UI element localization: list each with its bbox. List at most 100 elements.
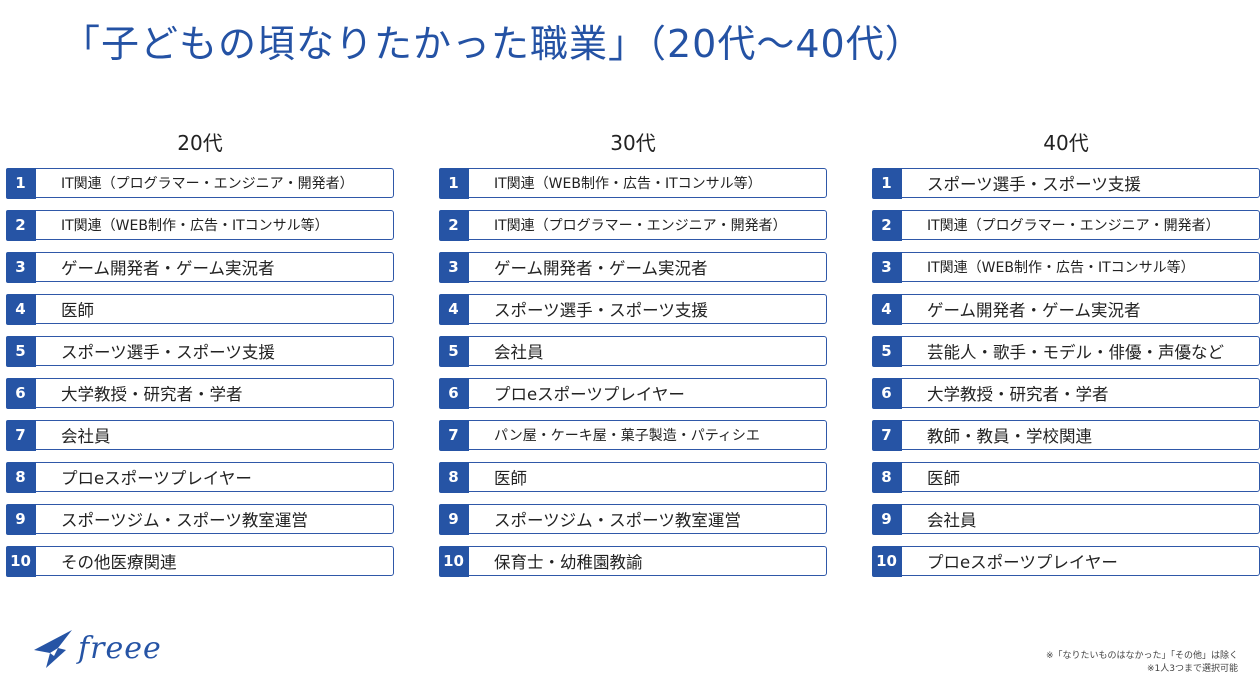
rank-number-badge: 5 bbox=[5, 335, 36, 367]
rank-label: IT関連（プログラマー・エンジニア・開発者） bbox=[494, 218, 787, 234]
footnote-2: ※1人3つまで選択可能 bbox=[1147, 664, 1238, 674]
rank-number-badge: 4 bbox=[438, 293, 469, 325]
rank-label: その他医療関連 bbox=[61, 553, 177, 572]
rank-label: ゲーム開発者・ゲーム実況者 bbox=[927, 301, 1141, 320]
rank-number-badge: 3 bbox=[5, 251, 36, 283]
rank-row: 9 会社員 bbox=[871, 503, 1260, 535]
rank-row: 10 プロeスポーツプレイヤー bbox=[871, 545, 1260, 577]
rank-number-badge: 4 bbox=[871, 293, 902, 325]
rank-label: 大学教授・研究者・学者 bbox=[927, 385, 1109, 404]
rank-row: 8 医師 bbox=[871, 461, 1260, 493]
column-heading: 20代 bbox=[177, 131, 223, 155]
rank-row: 4 スポーツ選手・スポーツ支援 bbox=[438, 293, 827, 325]
rank-label: ゲーム開発者・ゲーム実況者 bbox=[494, 259, 708, 278]
ranking-column: 20代 1 IT関連（プログラマー・エンジニア・開発者） 2 IT関連（WEB制作・広告… bbox=[5, 128, 394, 588]
rank-row: 10 保育士・幼稚園教諭 bbox=[438, 545, 827, 577]
rank-number-badge: 7 bbox=[871, 419, 902, 451]
rank-number-badge: 1 bbox=[871, 167, 902, 199]
rank-label: スポーツジム・スポーツ教室運営 bbox=[494, 511, 741, 530]
rank-number-badge: 7 bbox=[438, 419, 469, 451]
rank-row: 3 ゲーム開発者・ゲーム実況者 bbox=[438, 251, 827, 283]
rank-row: 7 会社員 bbox=[5, 419, 394, 451]
ranking-column: 30代 1 IT関連（WEB制作・広告・ITコンサル等） 2 IT関連（プログラマー・エ… bbox=[438, 128, 827, 588]
rank-label: 芸能人・歌手・モデル・俳優・声優など bbox=[927, 343, 1224, 362]
rank-label: 医師 bbox=[927, 469, 960, 488]
rank-label: IT関連（WEB制作・広告・ITコンサル等） bbox=[61, 218, 329, 234]
rank-number-badge: 4 bbox=[5, 293, 36, 325]
rank-row: 1 IT関連（プログラマー・エンジニア・開発者） bbox=[5, 167, 394, 199]
rank-label: パン屋・ケーキ屋・菓子製造・パティシエ bbox=[494, 428, 760, 444]
rank-label: プロeスポーツプレイヤー bbox=[61, 469, 252, 488]
rank-number-badge: 10 bbox=[5, 545, 36, 577]
rank-label: スポーツ選手・スポーツ支援 bbox=[927, 175, 1141, 194]
rank-number-badge: 8 bbox=[5, 461, 36, 493]
rank-label: 会社員 bbox=[61, 427, 111, 446]
rank-row: 6 プロeスポーツプレイヤー bbox=[438, 377, 827, 409]
rank-label: 保育士・幼稚園教諭 bbox=[494, 553, 643, 572]
rank-row: 2 IT関連（プログラマー・エンジニア・開発者） bbox=[871, 209, 1260, 241]
rank-row: 4 医師 bbox=[5, 293, 394, 325]
freee-bird-logo-icon bbox=[34, 630, 72, 668]
rank-label: 教師・教員・学校関連 bbox=[927, 427, 1092, 446]
rank-label: IT関連（WEB制作・広告・ITコンサル等） bbox=[927, 260, 1195, 276]
rank-row: 1 スポーツ選手・スポーツ支援 bbox=[871, 167, 1260, 199]
rank-label: プロeスポーツプレイヤー bbox=[494, 385, 685, 404]
page-title: 「子どもの頃なりたかった職業」（20代～40代） bbox=[62, 22, 924, 66]
rank-row: 5 会社員 bbox=[438, 335, 827, 367]
rank-row: 3 IT関連（WEB制作・広告・ITコンサル等） bbox=[871, 251, 1260, 283]
rank-number-badge: 1 bbox=[5, 167, 36, 199]
rank-number-badge: 8 bbox=[871, 461, 902, 493]
rank-row: 4 ゲーム開発者・ゲーム実況者 bbox=[871, 293, 1260, 325]
rank-label: 医師 bbox=[494, 469, 527, 488]
rank-row: 5 スポーツ選手・スポーツ支援 bbox=[5, 335, 394, 367]
rank-number-badge: 9 bbox=[871, 503, 902, 535]
freee-logo: freee bbox=[32, 626, 162, 670]
rank-row: 8 医師 bbox=[438, 461, 827, 493]
rank-number-badge: 9 bbox=[5, 503, 36, 535]
rank-number-badge: 6 bbox=[871, 377, 902, 409]
rank-label: スポーツジム・スポーツ教室運営 bbox=[61, 511, 308, 530]
rank-label: 会社員 bbox=[494, 343, 544, 362]
rank-label: スポーツ選手・スポーツ支援 bbox=[494, 301, 708, 320]
rank-label: 会社員 bbox=[927, 511, 977, 530]
rank-row: 7 教師・教員・学校関連 bbox=[871, 419, 1260, 451]
rank-number-badge: 5 bbox=[871, 335, 902, 367]
column-heading: 40代 bbox=[1043, 131, 1089, 155]
rank-label: プロeスポーツプレイヤー bbox=[927, 553, 1118, 572]
footnote-1: ※「なりたいものはなかった」「その他」は除く bbox=[1045, 651, 1238, 661]
logo-text: freee bbox=[78, 630, 162, 666]
rank-number-badge: 10 bbox=[871, 545, 902, 577]
rank-row: 3 ゲーム開発者・ゲーム実況者 bbox=[5, 251, 394, 283]
rank-label: スポーツ選手・スポーツ支援 bbox=[61, 343, 275, 362]
rank-row: 2 IT関連（WEB制作・広告・ITコンサル等） bbox=[5, 209, 394, 241]
rank-row: 1 IT関連（WEB制作・広告・ITコンサル等） bbox=[438, 167, 827, 199]
column-heading: 30代 bbox=[610, 131, 656, 155]
rank-row: 9 スポーツジム・スポーツ教室運営 bbox=[5, 503, 394, 535]
rank-label: IT関連（プログラマー・エンジニア・開発者） bbox=[927, 218, 1220, 234]
rank-row: 5 芸能人・歌手・モデル・俳優・声優など bbox=[871, 335, 1260, 367]
rank-number-badge: 1 bbox=[438, 167, 469, 199]
rank-number-badge: 2 bbox=[871, 209, 902, 241]
rank-row: 9 スポーツジム・スポーツ教室運営 bbox=[438, 503, 827, 535]
rank-number-badge: 6 bbox=[5, 377, 36, 409]
rank-number-badge: 3 bbox=[871, 251, 902, 283]
rank-row: 6 大学教授・研究者・学者 bbox=[871, 377, 1260, 409]
rank-row: 10 その他医療関連 bbox=[5, 545, 394, 577]
rank-number-badge: 7 bbox=[5, 419, 36, 451]
rank-number-badge: 9 bbox=[438, 503, 469, 535]
rank-label: 医師 bbox=[61, 301, 94, 320]
rank-label: 大学教授・研究者・学者 bbox=[61, 385, 243, 404]
ranking-column: 40代 1 スポーツ選手・スポーツ支援 2 IT関連（プログラマー・エンジニア・開発者）… bbox=[871, 128, 1260, 588]
rank-number-badge: 6 bbox=[438, 377, 469, 409]
rank-row: 7 パン屋・ケーキ屋・菓子製造・パティシエ bbox=[438, 419, 827, 451]
rank-row: 8 プロeスポーツプレイヤー bbox=[5, 461, 394, 493]
rank-row: 6 大学教授・研究者・学者 bbox=[5, 377, 394, 409]
rank-label: ゲーム開発者・ゲーム実況者 bbox=[61, 259, 275, 278]
rank-number-badge: 8 bbox=[438, 461, 469, 493]
footnotes: ※「なりたいものはなかった」「その他」は除く ※1人3つまで選択可能 bbox=[1046, 650, 1238, 676]
rank-number-badge: 2 bbox=[438, 209, 469, 241]
rank-label: IT関連（プログラマー・エンジニア・開発者） bbox=[61, 176, 354, 192]
rank-number-badge: 5 bbox=[438, 335, 469, 367]
rank-number-badge: 10 bbox=[438, 545, 469, 577]
rank-row: 2 IT関連（プログラマー・エンジニア・開発者） bbox=[438, 209, 827, 241]
